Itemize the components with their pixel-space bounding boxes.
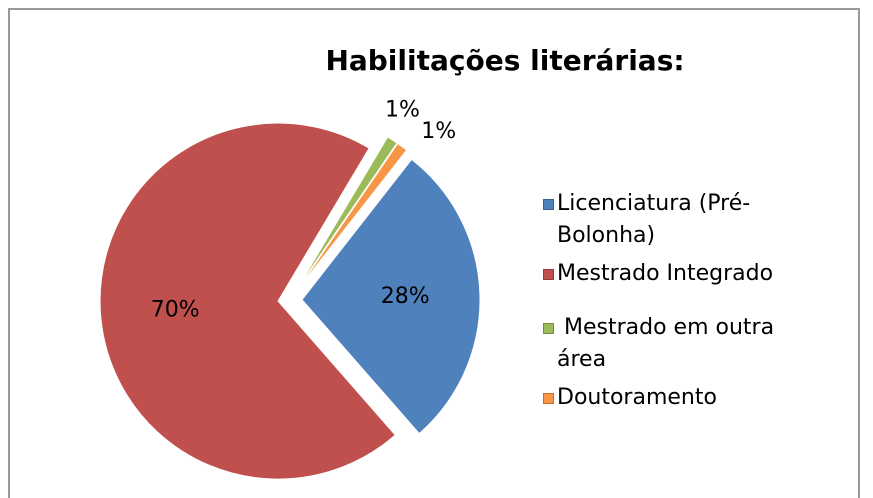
legend-label: Doutoramento xyxy=(557,385,717,410)
chart-title: Habilitações literárias: xyxy=(325,44,684,77)
data-label: 1% xyxy=(421,119,456,144)
data-label: 28% xyxy=(381,284,430,309)
legend-item: Doutoramento xyxy=(543,382,828,414)
legend-label: Licenciatura (Pré-Bolonha) xyxy=(557,191,751,248)
legend-swatch xyxy=(543,323,554,334)
legend-swatch xyxy=(543,269,554,280)
pie-slice xyxy=(296,142,408,291)
pie-slice xyxy=(99,122,397,480)
legend-label: Mestrado em outra área xyxy=(557,315,782,372)
chart-frame xyxy=(8,8,860,498)
legend-swatch xyxy=(543,199,554,210)
legend-item: Mestrado Integrado xyxy=(543,258,828,290)
pie-slice xyxy=(301,158,481,435)
legend-item: Mestrado em outra área xyxy=(543,312,828,376)
legend-label: Mestrado Integrado xyxy=(557,261,774,286)
legend: Licenciatura (Pré-Bolonha) Mestrado Integ… xyxy=(543,188,828,420)
data-label: 70% xyxy=(151,297,200,322)
legend-item: Licenciatura (Pré-Bolonha) xyxy=(543,188,828,252)
pie-slice xyxy=(296,136,398,291)
data-label: 1% xyxy=(385,97,420,122)
legend-swatch xyxy=(543,393,554,404)
